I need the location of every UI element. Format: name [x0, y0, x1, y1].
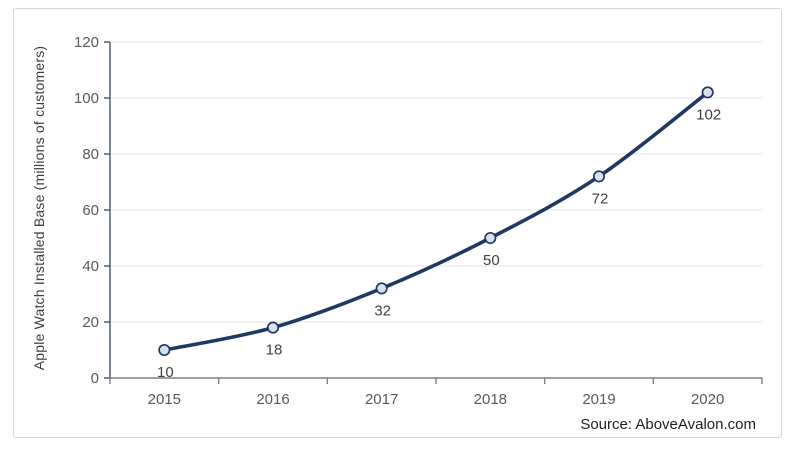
- x-tick-label: 2015: [148, 391, 181, 408]
- data-label: 18: [266, 342, 283, 359]
- data-point-marker: [158, 343, 171, 357]
- data-point-marker: [375, 282, 388, 295]
- x-tick-label: 2016: [256, 391, 289, 408]
- data-label: 32: [374, 302, 391, 319]
- source-attribution: Source: AboveAvalon.com: [580, 416, 756, 433]
- y-tick-label: 20: [82, 314, 99, 331]
- data-point-marker: [701, 86, 714, 99]
- series-line: [162, 90, 710, 352]
- chart-frame: [13, 8, 782, 438]
- data-point-marker: [592, 170, 606, 183]
- y-tick-label: 100: [74, 90, 99, 107]
- x-tick-label: 2019: [582, 391, 615, 408]
- y-tick-label: 60: [82, 202, 99, 219]
- y-tick-label: 40: [82, 258, 99, 275]
- x-tick-label: 2020: [691, 391, 724, 408]
- x-tick-label: 2018: [474, 391, 507, 408]
- x-tick-label: 2017: [365, 391, 398, 408]
- y-tick-label: 120: [74, 34, 99, 51]
- data-label: 72: [592, 190, 609, 207]
- data-label: 50: [483, 252, 500, 269]
- y-tick-label: 0: [91, 370, 99, 387]
- y-axis-title: Apple Watch Installed Base (millions of …: [31, 45, 47, 371]
- data-point-marker: [266, 321, 280, 334]
- y-tick-label: 80: [82, 146, 99, 163]
- data-label: 10: [157, 364, 174, 381]
- data-point-marker: [484, 231, 497, 245]
- data-label: 102: [696, 106, 721, 123]
